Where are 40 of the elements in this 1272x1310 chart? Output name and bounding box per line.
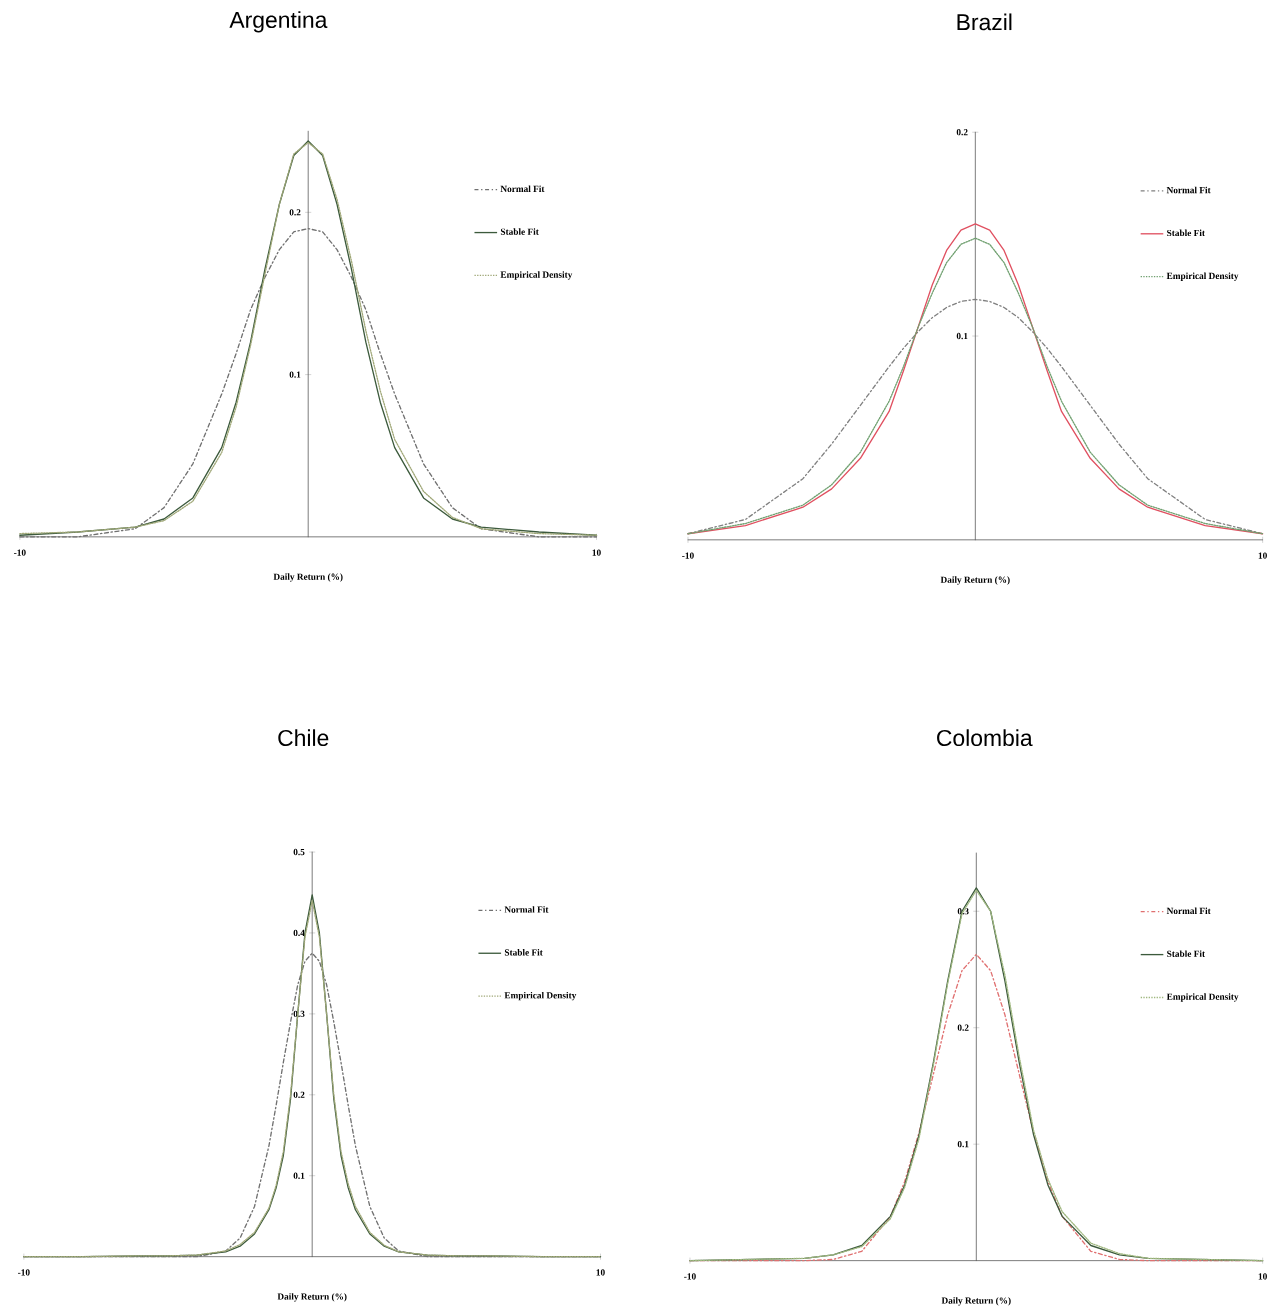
y-tick-label: 0.1 — [289, 371, 301, 378]
chart-title: Colombia — [937, 729, 1033, 747]
legend-label: Stable Fit — [505, 949, 543, 956]
legend-label: Stable Fit — [1167, 229, 1206, 237]
x-tick-label: -10 — [684, 1273, 696, 1280]
y-tick-label: 0.1 — [956, 332, 968, 340]
x-axis-title: Daily Return (%) — [940, 576, 1010, 585]
x-axis-title: Daily Return (%) — [273, 573, 343, 582]
y-tick-label: 0.2 — [293, 1091, 305, 1098]
x-tick-label: -10 — [682, 552, 694, 559]
y-tick-label: 0.5 — [293, 848, 305, 856]
y-tick-label: 0.2 — [289, 209, 301, 216]
legend-label: Normal Fit — [1166, 186, 1211, 194]
x-tick-label: 10 — [1258, 1273, 1268, 1280]
legend-label: Normal Fit — [500, 185, 545, 192]
y-tick-label: 0.2 — [957, 1024, 969, 1031]
legend-label: Empirical Density — [1166, 272, 1239, 281]
line-series — [19, 227, 598, 538]
x-axis-title: Daily Return (%) — [277, 1293, 347, 1302]
y-tick-label: 0.4 — [293, 929, 305, 937]
legend-label: Empirical Density — [1166, 993, 1239, 1002]
x-tick-label: -10 — [18, 1269, 30, 1276]
x-axis-title: Daily Return (%) — [941, 1297, 1011, 1306]
legend-label: Empirical Density — [500, 271, 573, 280]
legend-label: Stable Fit — [1167, 950, 1206, 957]
chart-title: Brazil — [957, 13, 1012, 31]
y-tick-label: 0.3 — [293, 1010, 305, 1018]
y-tick-label: 0.2 — [956, 129, 968, 136]
x-tick-label: -10 — [14, 549, 26, 556]
legend-label: Normal Fit — [1166, 907, 1211, 915]
chart-title: Argentina — [229, 11, 328, 33]
x-tick-label: 10 — [592, 549, 601, 556]
legend-label: Normal Fit — [504, 906, 549, 913]
chart-title: Chile — [278, 729, 329, 747]
legend-label: Empirical Density — [504, 991, 577, 1001]
y-tick-label: 0.1 — [957, 1141, 969, 1148]
y-tick-label: 0.1 — [293, 1172, 305, 1179]
x-tick-label: 10 — [596, 1269, 605, 1276]
legend-label: Stable Fit — [501, 228, 539, 235]
x-tick-label: 10 — [1258, 552, 1268, 559]
